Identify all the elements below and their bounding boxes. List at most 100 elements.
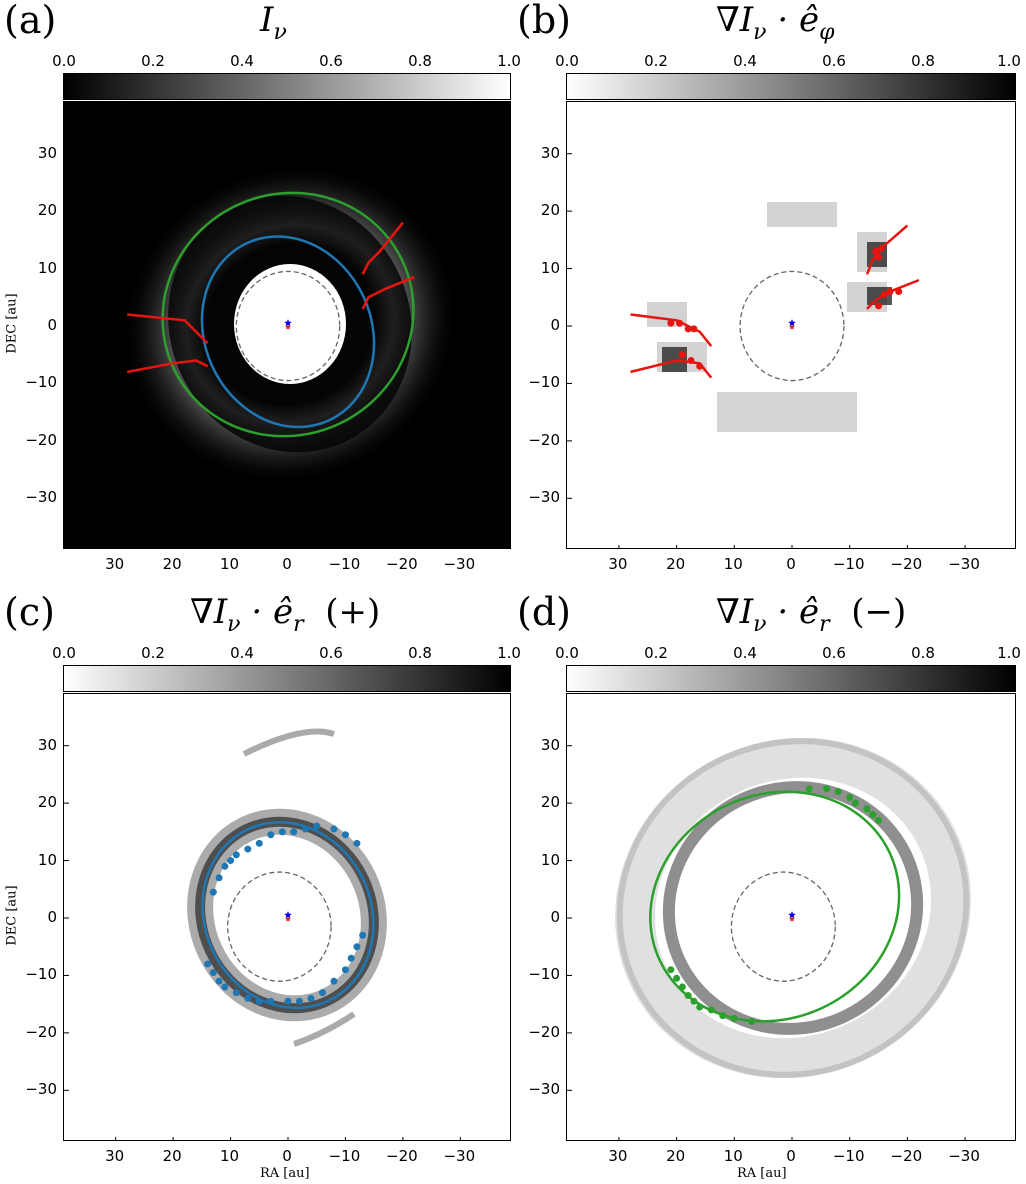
- y-tick-label: −10: [25, 373, 57, 392]
- y-tick-label: 10: [540, 258, 560, 277]
- blue-ellipse: [201, 821, 375, 1010]
- blue-point: [227, 857, 235, 865]
- red-point: [877, 244, 885, 252]
- colorbar-tick: 0.2: [644, 644, 668, 662]
- blue-point: [341, 966, 349, 974]
- green-point: [678, 983, 686, 991]
- y-tick-label: 30: [37, 735, 57, 754]
- colorbar-tick: 0.4: [733, 52, 757, 70]
- blue-point: [209, 969, 217, 977]
- star-marker-red: [789, 916, 795, 922]
- x-tick-label: −10: [832, 555, 865, 573]
- panel-title: ∇Iν · êr (−): [716, 592, 907, 637]
- red-point: [886, 288, 894, 296]
- red-point: [690, 325, 698, 333]
- red-point: [687, 356, 695, 364]
- blue-point: [295, 997, 303, 1005]
- y-tick-label: 30: [540, 143, 560, 162]
- panel-d: (d) ∇Iν · êr (−) 0.0 0.2 0.4 0.6 0.8 1.0…: [513, 590, 1026, 1184]
- colorbar-tick: 1.0: [497, 644, 521, 662]
- x-tick-label: −30: [443, 555, 476, 573]
- x-tick-label: 30: [105, 555, 125, 573]
- y-tick-label: −30: [528, 1080, 560, 1099]
- green-point: [863, 805, 871, 813]
- colorbar-tick: 0.6: [822, 644, 846, 662]
- colorbar-tick: 1.0: [997, 644, 1021, 662]
- y-tick-label: 20: [37, 201, 57, 220]
- y-tick-label: 0: [47, 908, 57, 926]
- blue-point: [267, 831, 275, 839]
- panel-label: (d): [517, 590, 571, 634]
- x-tick-label: −20: [890, 1147, 923, 1165]
- blue-point: [255, 839, 263, 847]
- y-tick-label: 20: [37, 793, 57, 812]
- y-tick-label: 30: [540, 735, 560, 754]
- blue-point: [278, 828, 286, 836]
- blue-point: [290, 828, 298, 836]
- x-tick-label: 30: [608, 1147, 628, 1165]
- panel-label: (a): [4, 0, 57, 42]
- green-point: [707, 1006, 715, 1014]
- colorbar: [63, 73, 511, 100]
- x-tick-label: 0: [282, 555, 292, 573]
- y-tick-label: −30: [528, 488, 560, 507]
- y-axis-label: DEC [au]: [4, 293, 20, 354]
- blue-point: [209, 888, 217, 896]
- x-tick-label: −30: [948, 1147, 980, 1165]
- blue-point: [341, 831, 349, 839]
- blue-point: [215, 977, 223, 985]
- green-point: [805, 785, 813, 793]
- y-tick-label: −10: [25, 965, 57, 984]
- green-point: [667, 966, 675, 974]
- y-tick-label: −20: [528, 1022, 560, 1041]
- star-marker-red: [285, 324, 291, 330]
- colorbar-tick: 0.4: [733, 644, 757, 662]
- x-tick-label: −10: [328, 1147, 361, 1165]
- y-tick-label: −20: [25, 430, 57, 449]
- colorbar-tick: 1.0: [997, 52, 1021, 70]
- red-point: [875, 302, 883, 310]
- colorbar-tick: 0.8: [911, 52, 935, 70]
- x-tick-label: 10: [220, 1147, 240, 1165]
- red-point: [676, 319, 683, 327]
- green-point: [684, 992, 692, 1000]
- x-tick-label: 30: [608, 555, 628, 573]
- green-point: [748, 1017, 756, 1025]
- red-point: [678, 351, 686, 359]
- dashed-ref-ellipse: [235, 270, 341, 382]
- colorbar: [63, 665, 511, 692]
- colorbar-tick: 0.4: [230, 52, 254, 70]
- x-tick-label: 20: [162, 555, 182, 573]
- y-tick-label: −10: [528, 373, 560, 392]
- blue-point: [330, 977, 338, 985]
- green-point: [834, 788, 842, 796]
- x-tick-label: 0: [786, 555, 796, 573]
- colorbar-tick: 0.8: [408, 644, 432, 662]
- x-tick-label: 30: [105, 1147, 125, 1165]
- x-tick-label: 0: [786, 1147, 796, 1165]
- star-marker-blue: [284, 911, 292, 919]
- dashed-ref-ellipse: [730, 871, 836, 982]
- green-point: [730, 1015, 738, 1023]
- colorbar-tick: 0.2: [644, 52, 668, 70]
- y-tick-label: −30: [25, 1080, 57, 1099]
- star-marker-blue: [788, 319, 796, 327]
- blue-point: [313, 822, 321, 830]
- blue-point: [359, 931, 367, 939]
- blue-point: [221, 862, 229, 870]
- colorbar-tick: 1.0: [497, 52, 521, 70]
- x-tick-label: −10: [832, 1147, 865, 1165]
- colorbar-tick: 0.0: [555, 52, 579, 70]
- red-point: [872, 247, 880, 255]
- x-tick-label: −30: [948, 555, 980, 573]
- x-tick-label: 10: [220, 555, 240, 573]
- star-marker-blue: [284, 319, 292, 327]
- red-curve: [127, 313, 209, 345]
- y-tick-label: 20: [540, 201, 560, 220]
- colorbar-tick: 0.0: [555, 644, 579, 662]
- y-tick-label: 0: [550, 316, 560, 334]
- panel-c: (c) ∇Iν · êr (+) 0.0 0.2 0.4 0.6 0.8 1.0…: [0, 590, 521, 1184]
- panel-title: ∇Iν · êφ: [716, 0, 835, 45]
- x-axis-label: RA [au]: [260, 1166, 310, 1181]
- panel-b: (b) ∇Iν · êφ 0.0 0.2 0.4 0.6 0.8 1.0 30 2…: [513, 0, 1026, 592]
